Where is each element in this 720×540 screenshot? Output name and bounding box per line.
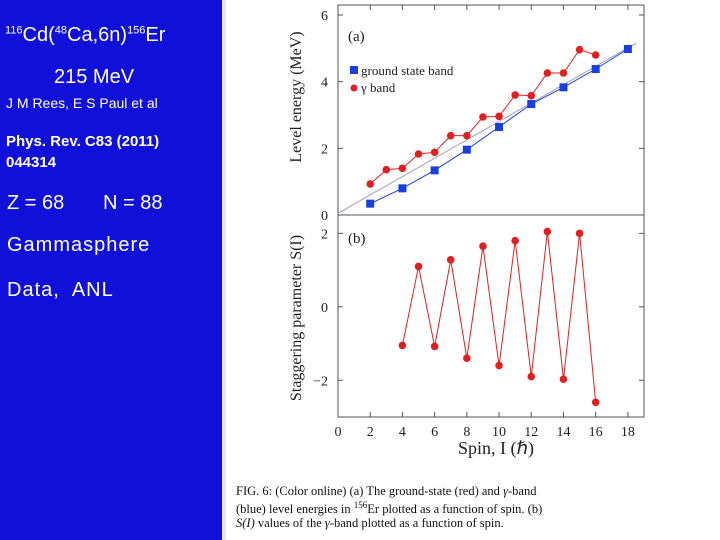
y-tick-label: 0 bbox=[321, 209, 328, 224]
panel-a-label: (a) bbox=[348, 29, 365, 45]
ground-band-point bbox=[462, 145, 471, 154]
ground-band-point bbox=[430, 166, 439, 175]
ground-band-point bbox=[398, 184, 407, 193]
reaction-title: 116Cd(48Ca,6n)156Er bbox=[5, 24, 166, 46]
neutron-number: N = 88 bbox=[103, 192, 163, 214]
x-tick-label: 14 bbox=[556, 425, 570, 440]
panel-b-frame bbox=[337, 214, 645, 418]
y-tick-label: 0 bbox=[321, 301, 328, 316]
staggering-point bbox=[446, 256, 455, 264]
x-axis-label: Spin, I (ℏ) bbox=[458, 438, 534, 459]
caption-line2: (blue) level energies in 156Er plotted a… bbox=[236, 500, 543, 517]
caption-line3: S(I) values of the γ-band plotted as a f… bbox=[236, 516, 504, 531]
gamma-band-point bbox=[463, 131, 471, 140]
y-tick-label: 2 bbox=[321, 227, 328, 242]
caption-line1: FIG. 6: (Color online) (a) The ground-st… bbox=[236, 484, 537, 498]
staggering-point bbox=[575, 229, 584, 238]
legend-gamma-marker bbox=[350, 84, 358, 92]
panel-b-plot bbox=[398, 227, 600, 407]
ground-band-point bbox=[559, 83, 568, 92]
staggering-point bbox=[495, 361, 503, 370]
panel-b-axes: −2 0 2 bbox=[313, 227, 644, 389]
x-tick-label: 8 bbox=[463, 425, 470, 440]
gamma-band-point bbox=[446, 131, 455, 140]
figure-caption: FIG. 6: (Color online) (a) The ground-st… bbox=[236, 484, 716, 530]
y-tick-label: 2 bbox=[321, 142, 328, 157]
gamma-band-point bbox=[398, 164, 407, 173]
panel-a-plot bbox=[337, 42, 637, 214]
staggering-point bbox=[543, 227, 552, 236]
y-tick-label: −2 bbox=[313, 374, 328, 389]
gamma-band-point bbox=[382, 165, 391, 174]
legend-ground-marker bbox=[350, 66, 358, 74]
staggering-point bbox=[398, 341, 407, 350]
x-tick-label: 10 bbox=[492, 425, 506, 440]
legend-ground-label: ground state band bbox=[361, 63, 454, 78]
x-tick-label: 0 bbox=[335, 425, 342, 440]
staggering-line bbox=[401, 231, 597, 403]
panel-b-label: (b) bbox=[348, 231, 366, 247]
gamma-band-point bbox=[559, 69, 568, 77]
panel-a-ylabel: Level energy (MeV) bbox=[288, 31, 305, 162]
ground-band-point bbox=[527, 100, 536, 108]
slide-info-panel: 116Cd(48Ca,6n)156Er 215 MeV J M Rees, E … bbox=[0, 0, 222, 540]
staggering-point bbox=[430, 342, 439, 351]
x-axis-ticks: 0 2 4 6 8 10 12 14 16 18 bbox=[335, 5, 635, 440]
gamma-band-point bbox=[479, 113, 487, 121]
staggering-point bbox=[591, 398, 600, 407]
gamma-band-point bbox=[591, 51, 600, 59]
gamma-band-point bbox=[495, 112, 503, 121]
ground-band-point bbox=[366, 199, 375, 208]
gamma-band-point bbox=[366, 180, 375, 188]
gamma-band-point bbox=[511, 91, 519, 99]
gamma-band-point bbox=[575, 45, 584, 54]
gamma-band-point bbox=[430, 148, 439, 157]
authors: J M Rees, E S Paul et al bbox=[6, 95, 158, 111]
x-tick-label: 4 bbox=[399, 425, 406, 440]
staggering-point bbox=[479, 242, 487, 251]
x-tick-label: 12 bbox=[524, 425, 538, 440]
x-tick-label: 2 bbox=[367, 425, 374, 440]
gamma-band-point bbox=[527, 91, 536, 100]
ground-band-point bbox=[623, 45, 632, 53]
gamma-band-point bbox=[543, 69, 552, 77]
reference-line2: 044314 bbox=[6, 154, 57, 171]
staggering-point bbox=[527, 372, 536, 381]
reference-line1: Phys. Rev. C83 (2011) bbox=[6, 133, 160, 150]
staggering-point bbox=[559, 375, 568, 383]
proton-number: Z = 68 bbox=[7, 192, 65, 214]
gamma-band-point bbox=[414, 150, 423, 158]
beam-energy: 215 MeV bbox=[54, 66, 135, 88]
staggering-point bbox=[414, 262, 423, 271]
x-tick-label: 16 bbox=[589, 425, 603, 440]
panel-a-axes: 0 2 4 6 bbox=[321, 9, 644, 224]
instrument: Gammasphere bbox=[7, 234, 151, 256]
staggering-point bbox=[511, 236, 519, 245]
divider bbox=[222, 0, 226, 540]
legend-gamma-label: γ band bbox=[360, 80, 396, 95]
data-source: Data, ANL bbox=[7, 279, 114, 301]
x-tick-label: 18 bbox=[621, 425, 635, 440]
ground-band-point bbox=[495, 123, 504, 131]
x-tick-label: 6 bbox=[431, 425, 438, 440]
guide-line bbox=[337, 42, 637, 214]
y-tick-label: 6 bbox=[321, 9, 328, 24]
panel-a-frame bbox=[337, 4, 645, 216]
y-tick-label: 4 bbox=[321, 76, 328, 91]
figure: 0 2 4 6 −2 0 2 0 2 4 6 8 10 12 14 16 18 (a) (b) Level … bbox=[288, 4, 645, 459]
panel-b-ylabel: Staggering parameter S(I) bbox=[288, 235, 305, 401]
legend: ground state band γ band bbox=[350, 63, 454, 95]
ground-band-point bbox=[591, 65, 600, 73]
staggering-point bbox=[463, 354, 471, 363]
